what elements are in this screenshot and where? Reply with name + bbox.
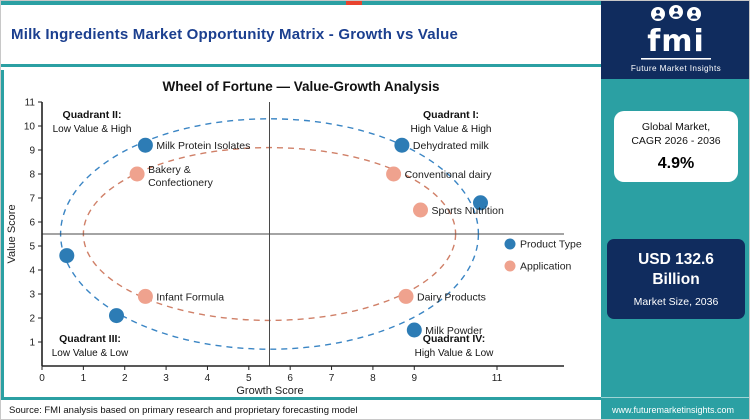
quadrant-desc: High Value & High bbox=[411, 124, 492, 135]
legend-swatch bbox=[504, 238, 516, 250]
y-tick-label: 5 bbox=[29, 242, 35, 253]
y-tick-label: 7 bbox=[29, 194, 35, 205]
value-growth-scatter-chart: 0 1 2 3 4 5 6 7 8 9 11 1 2 3 4 5 6 7 8 9 10 11 Growth Score Val… bbox=[4, 98, 601, 398]
y-tick-label: 8 bbox=[29, 170, 35, 181]
market-size-card: USD 132.6 Billion Market Size, 2036 bbox=[607, 239, 745, 320]
point-label: Milk Protein Isolates bbox=[156, 140, 250, 152]
page-title: Milk Ingredients Market Opportunity Matr… bbox=[11, 26, 459, 43]
x-tick-label: 11 bbox=[492, 373, 503, 384]
footer: Source: FMI analysis based on primary re… bbox=[1, 397, 601, 419]
logo-tagline: Future Market Insights bbox=[631, 64, 721, 73]
x-tick-label: 1 bbox=[81, 373, 87, 384]
legend-swatch bbox=[504, 260, 516, 272]
point-label: Milk Powder bbox=[425, 325, 483, 337]
market-size-label: Market Size, 2036 bbox=[633, 296, 719, 309]
point-label: Infant Formula bbox=[156, 291, 224, 303]
quadrant-desc: Low Value & Low bbox=[52, 348, 129, 359]
x-tick-label: 7 bbox=[329, 373, 335, 384]
fmi-logo-graphic: fmi Future Market Insights bbox=[631, 5, 721, 73]
point-label: Bakery & bbox=[148, 164, 191, 176]
y-tick-label: 2 bbox=[29, 314, 35, 325]
cagr-card: Global Market, CAGR 2026 - 2036 4.9% bbox=[614, 111, 738, 183]
point-label: Dairy Products bbox=[417, 291, 486, 303]
y-tick-label: 1 bbox=[29, 338, 35, 349]
logo-people-icons bbox=[651, 5, 701, 21]
x-tick-label: 4 bbox=[205, 373, 211, 384]
x-tick-label: 3 bbox=[163, 373, 169, 384]
quadrant-name: Quadrant IV: bbox=[423, 333, 485, 345]
x-tick-label: 6 bbox=[287, 373, 293, 384]
y-tick-label: 10 bbox=[24, 122, 36, 133]
x-tick-label: 0 bbox=[39, 373, 45, 384]
x-tick-label: 2 bbox=[122, 373, 128, 384]
data-point bbox=[413, 202, 428, 218]
cagr-card-line1: Global Market, bbox=[641, 121, 711, 133]
logo-wordmark: fmi bbox=[647, 24, 705, 59]
cagr-card-line2: CAGR 2026 - 2036 bbox=[631, 135, 721, 148]
market-size-value: USD 132.6 Billion bbox=[638, 251, 714, 289]
y-axis-label: Value Score bbox=[6, 204, 18, 263]
quadrant-name: Quadrant I: bbox=[423, 109, 479, 121]
data-point bbox=[129, 166, 145, 182]
chart-panel: Wheel of Fortune — Value-Growth Analysis… bbox=[1, 70, 601, 397]
point-label: Sports Nutrition bbox=[432, 205, 505, 217]
legend-label: Application bbox=[520, 261, 572, 273]
data-point bbox=[109, 308, 124, 324]
y-tick-label: 6 bbox=[29, 218, 35, 229]
data-point bbox=[137, 137, 153, 153]
y-tick-label: 4 bbox=[29, 266, 35, 277]
quadrant-name: Quadrant II: bbox=[63, 109, 122, 121]
header: Milk Ingredients Market Opportunity Matr… bbox=[1, 5, 601, 67]
data-point bbox=[137, 288, 153, 304]
y-tick-label: 11 bbox=[25, 98, 36, 109]
chart-title: Wheel of Fortune — Value-Growth Analysis bbox=[162, 79, 440, 94]
point-label: Dehydrated milk bbox=[413, 140, 490, 152]
quadrant-name: Quadrant III: bbox=[59, 333, 121, 345]
y-tick-label: 3 bbox=[29, 290, 35, 301]
data-point bbox=[386, 166, 402, 182]
y-tick-label: 9 bbox=[29, 146, 35, 157]
red-accent-segment bbox=[346, 1, 362, 5]
data-point bbox=[394, 137, 410, 153]
logo-underline bbox=[641, 58, 711, 60]
data-point bbox=[398, 288, 414, 304]
point-label: Conventional dairy bbox=[405, 169, 493, 181]
point-label: Confectionery bbox=[148, 177, 214, 189]
data-point bbox=[473, 195, 488, 211]
quadrant-desc: Low Value & High bbox=[53, 124, 132, 135]
x-tick-label: 9 bbox=[411, 373, 417, 384]
x-axis-label: Growth Score bbox=[236, 385, 303, 397]
fmi-logo: fmi Future Market Insights bbox=[601, 1, 749, 79]
website-link[interactable]: www.futuremarketinsights.com bbox=[601, 397, 749, 419]
cagr-value: 4.9% bbox=[657, 155, 695, 173]
data-point bbox=[59, 248, 75, 264]
source-note: Source: FMI analysis based on primary re… bbox=[9, 405, 358, 416]
data-point bbox=[406, 322, 422, 338]
brand-sidebar: fmi Future Market Insights Global Market… bbox=[601, 1, 749, 419]
x-tick-label: 8 bbox=[370, 373, 376, 384]
x-tick-label: 5 bbox=[246, 373, 252, 384]
quadrant-desc: High Value & Low bbox=[415, 348, 495, 359]
legend-label: Product Type bbox=[520, 239, 582, 251]
top-accent-line bbox=[1, 1, 601, 5]
